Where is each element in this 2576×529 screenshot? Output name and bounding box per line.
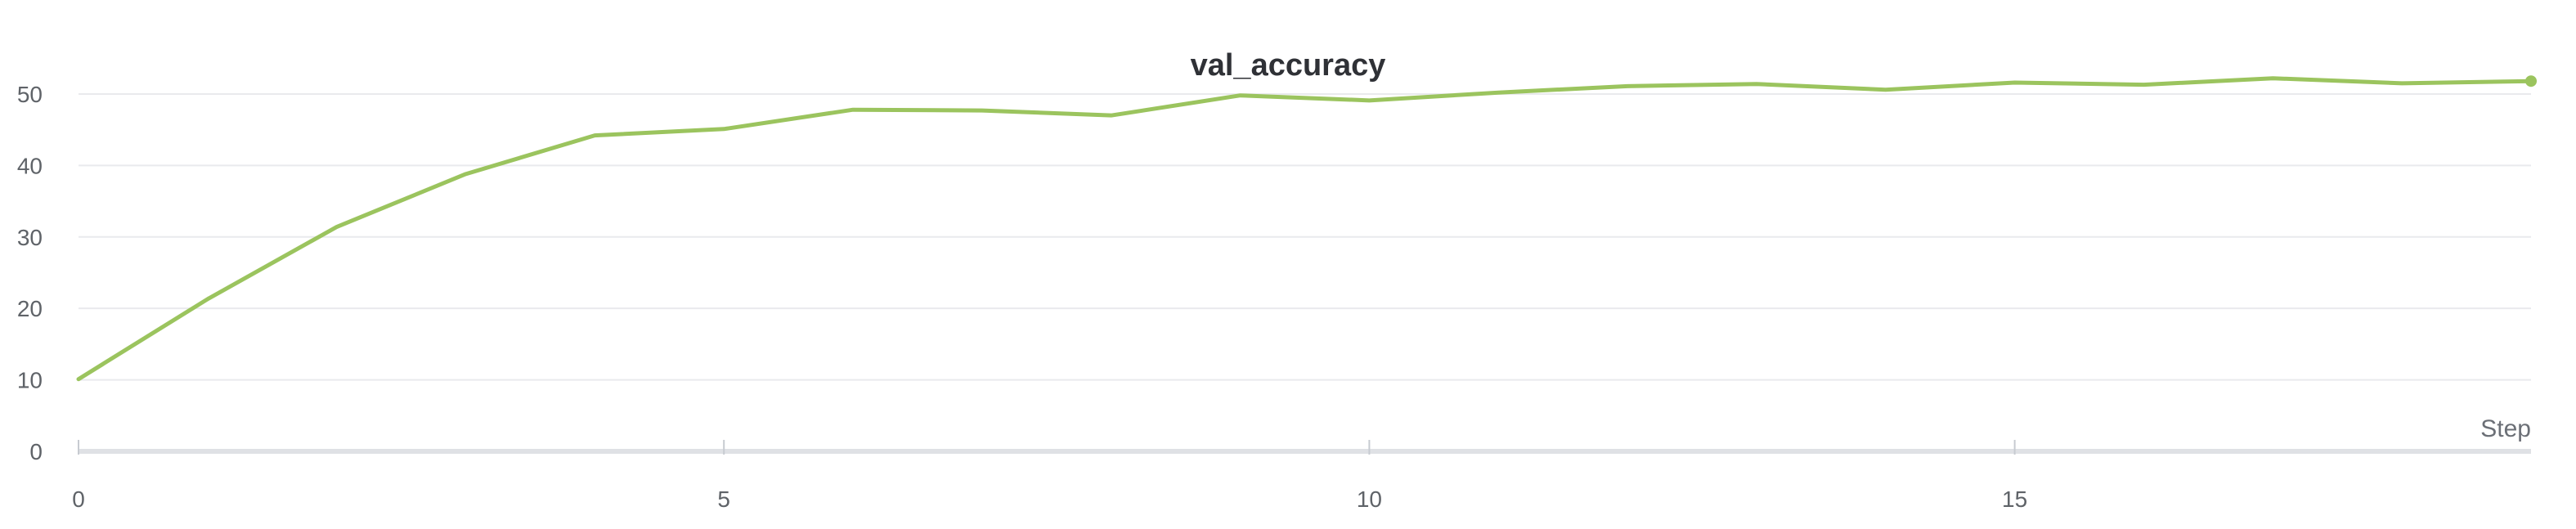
y-tick-label: 50 xyxy=(17,82,43,107)
chart-title: val_accuracy xyxy=(1191,48,1386,83)
x-tick-label: 0 xyxy=(72,486,85,512)
x-tick-label: 10 xyxy=(1357,486,1382,512)
series-layer xyxy=(76,75,2537,382)
y-tick-label: 40 xyxy=(17,153,43,178)
x-axis-label: Step xyxy=(2480,415,2531,442)
x-tick-label: 5 xyxy=(717,486,730,512)
x-tick-label: 15 xyxy=(2002,486,2027,512)
gridlines xyxy=(79,92,2531,381)
y-tick-label: 10 xyxy=(17,368,43,393)
series-line xyxy=(76,76,2533,382)
y-tick-label: 0 xyxy=(29,439,43,464)
y-tick-label: 30 xyxy=(17,225,43,250)
y-tick-label: 20 xyxy=(17,296,43,321)
series-last-point xyxy=(2525,75,2537,87)
axes: 0 10 20 30 40 50 0 5 10 15 xyxy=(17,82,2531,512)
